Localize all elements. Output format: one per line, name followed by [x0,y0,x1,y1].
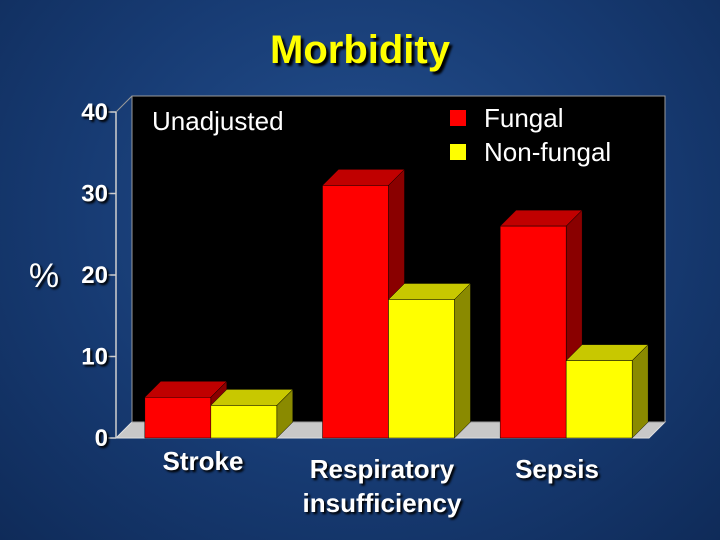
chart-title: Morbidity [270,28,450,72]
y-tick-label: 0 [95,425,108,452]
y-ticks: 0 10 20 30 40 [81,99,116,452]
bar-non-fungal-3 [565,343,649,439]
y-tick-label: 40 [81,99,108,126]
bar-front [388,299,455,439]
y-tick-label: 20 [81,262,108,289]
legend-swatch-non-fungal [450,144,466,160]
bar-front [322,185,389,439]
y-tick-label: 30 [81,181,108,208]
legend-label-fungal: Fungal [484,103,564,133]
category-label-line: Sepsis [515,454,599,484]
category-label-line: Respiratory [310,454,455,484]
bars [144,168,649,439]
plot-left-edge [115,95,133,113]
category-label-line: insufficiency [303,488,462,518]
bar-front [565,360,633,439]
category-label: Stroke [163,446,244,476]
y-tick-label: 10 [81,344,108,371]
unadjusted-note: Unadjusted [152,106,284,136]
bar-side [454,282,471,439]
bar-side [631,343,649,439]
bar-front [499,225,567,439]
category-labels: Stroke Respiratory insufficiency Sepsis [163,446,599,518]
bar-non-fungal-2 [387,282,472,439]
bar-non-fungal-1 [210,388,294,439]
legend: Fungal Non-fungal [450,103,611,167]
bar-front [144,397,212,439]
category-label: Sepsis [515,454,599,484]
bar-front [210,405,278,439]
legend-label-non-fungal: Non-fungal [484,137,611,167]
legend-swatch-fungal [450,110,466,126]
category-label: Respiratory insufficiency [303,454,462,518]
category-label-line: Stroke [163,446,244,476]
y-axis-label: % [29,257,59,295]
